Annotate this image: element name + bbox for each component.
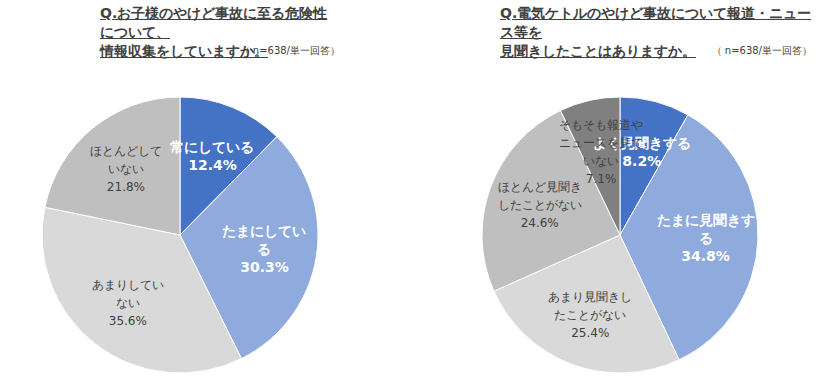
svg-text:ほとんどしていない21.8%: ほとんどしていない21.8% bbox=[90, 144, 162, 194]
svg-text:常にしている12.4%: 常にしている12.4% bbox=[170, 139, 254, 173]
svg-text:ほとんど見聞きしたことがない24.6%: ほとんど見聞きしたことがない24.6% bbox=[498, 180, 582, 230]
svg-text:たまにしている30.3%: たまにしている30.3% bbox=[222, 223, 306, 275]
svg-text:あまりしていない35.6%: あまりしていない35.6% bbox=[92, 278, 164, 328]
svg-text:たまに見聞きする34.8%: たまに見聞きする34.8% bbox=[657, 212, 755, 264]
svg-text:そもそも報道やニュースを見ていない7.1%: そもそも報道やニュースを見ていない7.1% bbox=[559, 118, 643, 186]
svg-text:あまり見聞きしたことがない25.4%: あまり見聞きしたことがない25.4% bbox=[548, 290, 632, 340]
